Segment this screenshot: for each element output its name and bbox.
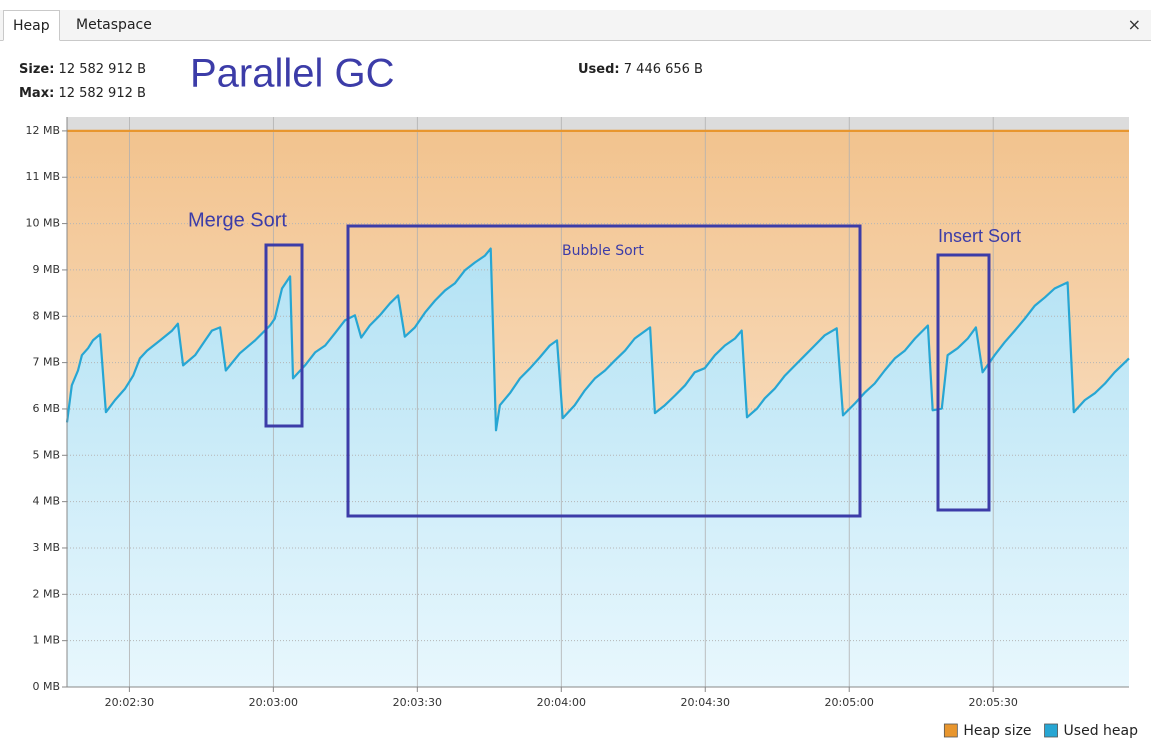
y-tick-label: 1 MB (32, 634, 60, 647)
annotation-box (346, 224, 862, 518)
y-tick-label: 10 MB (25, 217, 60, 230)
max-info: Max: 12 582 912 B (19, 86, 146, 101)
x-tick-label: 20:03:30 (393, 696, 442, 709)
y-tick-label: 9 MB (32, 263, 60, 276)
close-button[interactable]: × (1127, 15, 1141, 34)
annotation: Parallel GC (190, 52, 395, 96)
y-tick-label: 12 MB (25, 124, 60, 137)
y-tick-label: 0 MB (32, 680, 60, 693)
tab[interactable]: Metaspace (76, 17, 152, 33)
annotation-box (936, 253, 991, 512)
y-tick-label: 7 MB (32, 356, 60, 369)
annotation: Merge Sort (188, 209, 287, 231)
legend-swatch (1044, 723, 1058, 738)
y-tick-label: 6 MB (32, 402, 60, 415)
legend-swatch (943, 723, 958, 738)
x-tick-label: 20:03:00 (249, 696, 298, 709)
y-tick-label: 8 MB (32, 309, 60, 322)
tab[interactable]: Heap (3, 10, 60, 41)
y-tick-label: 4 MB (32, 495, 60, 508)
value: 12 582 912 B (58, 62, 147, 77)
x-tick-label: 20:05:00 (825, 696, 874, 709)
x-tick-label: 20:04:00 (537, 696, 586, 709)
annotation-box (264, 243, 304, 428)
size-info: Size: 12 582 912 B (19, 62, 146, 77)
y-tick-label: 2 MB (32, 587, 60, 600)
x-tick-label: 20:04:30 (681, 696, 730, 709)
label: Size: (19, 62, 55, 77)
y-tick-label: 11 MB (25, 170, 60, 183)
annotation: Insert Sort (938, 226, 1021, 246)
tab-bar: Heap Metaspace × (0, 10, 1151, 41)
y-tick-label: 3 MB (32, 541, 60, 554)
label: Used: (578, 62, 620, 77)
legend-label: Heap size (963, 723, 1031, 739)
annotation: Bubble Sort (562, 243, 644, 259)
legend-label: Used heap (1064, 723, 1139, 739)
used-info: Used: 7 446 656 B (578, 62, 703, 77)
value: 12 582 912 B (58, 86, 146, 101)
x-tick-label: 20:02:30 (105, 696, 154, 709)
area-fill (67, 248, 1129, 687)
x-tick-label: 20:05:30 (968, 696, 1017, 709)
y-tick-label: 5 MB (32, 448, 60, 461)
value: 7 446 656 B (623, 62, 703, 77)
label: Max: (19, 86, 55, 101)
